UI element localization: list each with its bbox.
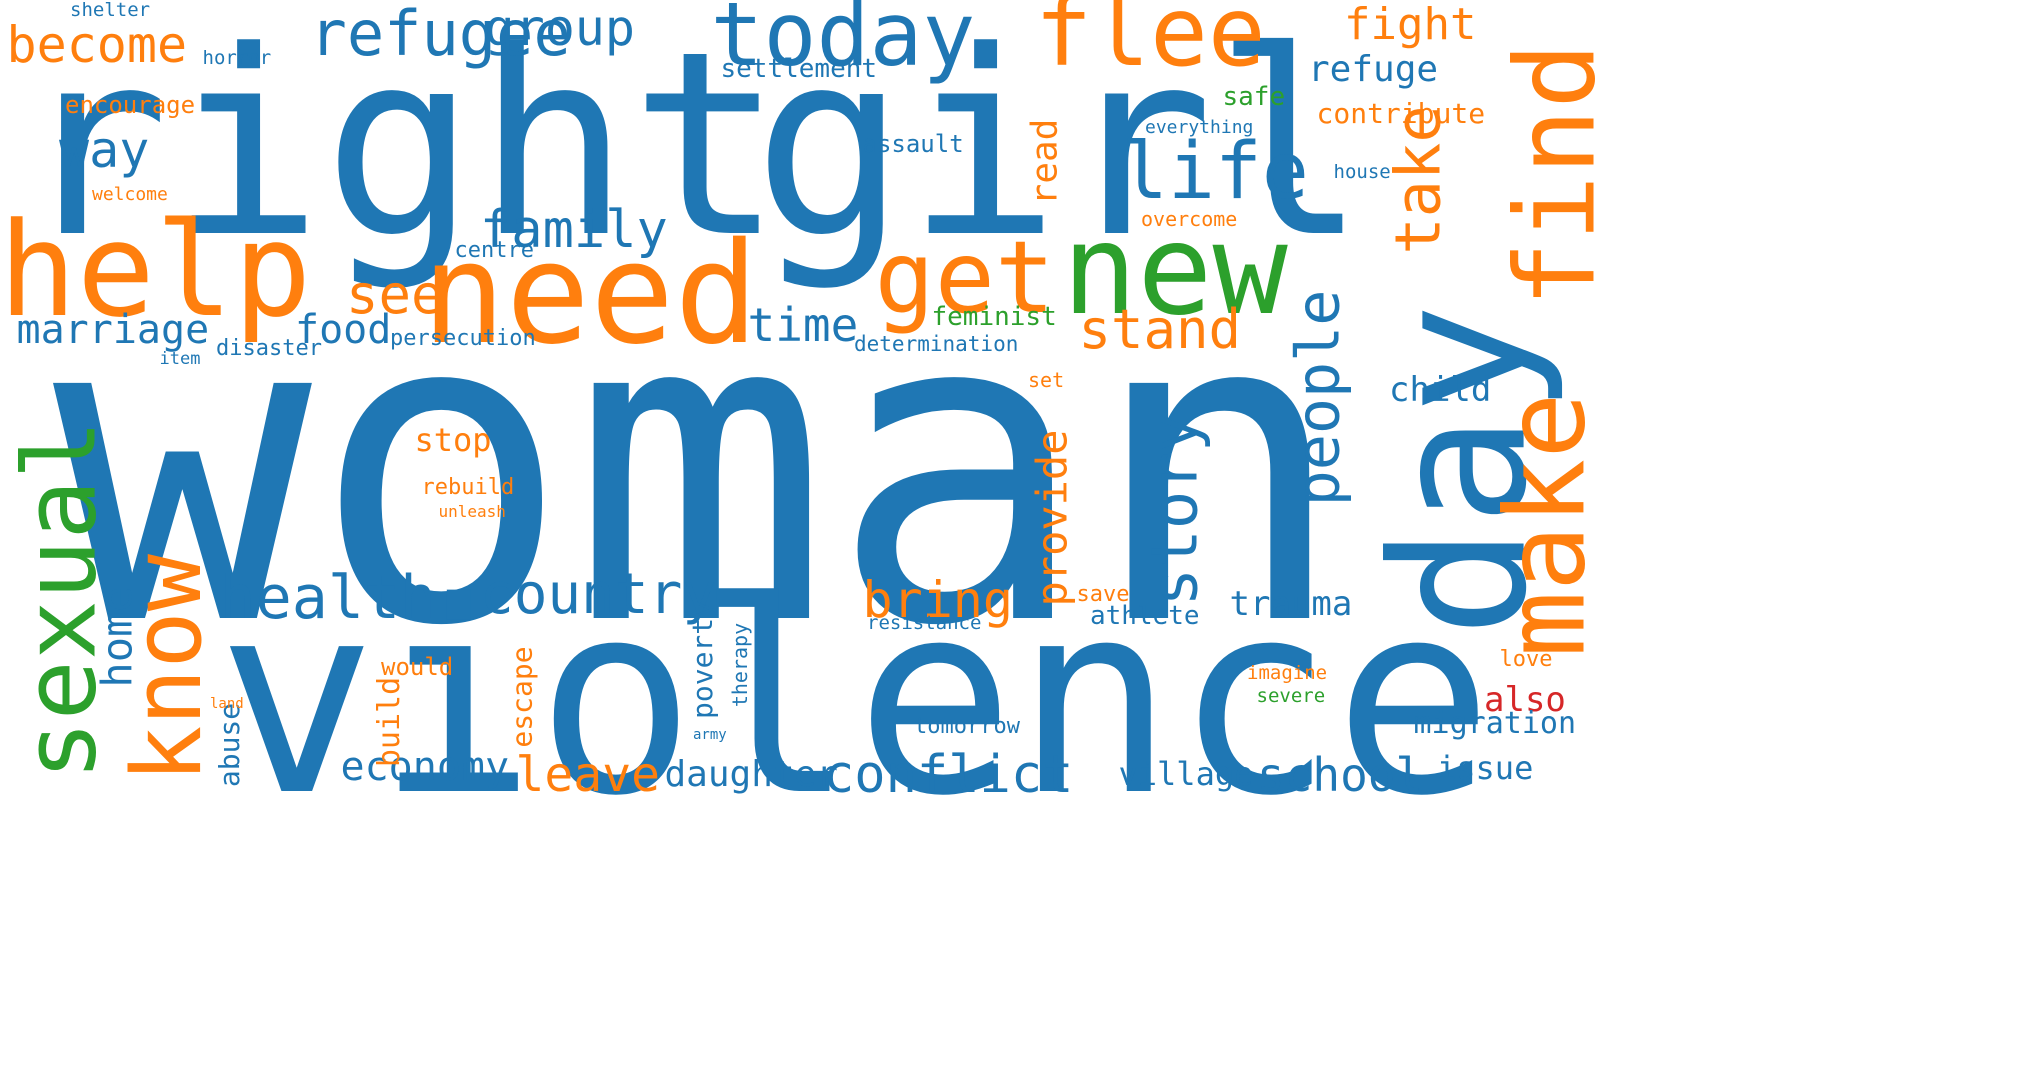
word-migration: migration (1413, 706, 1577, 741)
word-therapy: therapy (728, 622, 753, 708)
word-time: time (747, 298, 859, 352)
word-poverty: poverty (686, 600, 720, 720)
word-violence: violence (217, 545, 1494, 854)
word-marriage: marriage (16, 307, 210, 353)
word-become: become (6, 16, 188, 74)
word-item: item (159, 348, 201, 369)
word-encourage: encourage (65, 91, 196, 119)
word-food: food (295, 307, 392, 353)
word-life: life (1121, 127, 1309, 217)
word-abuse: abuse (213, 702, 247, 788)
word-read: read (1023, 118, 1065, 206)
word-contribute: contribute (1316, 97, 1486, 130)
word-right: right (16, 0, 784, 294)
word-health: health (219, 563, 437, 633)
word-would: would (381, 653, 454, 681)
word-get: get (874, 219, 1056, 336)
word-flee: flee (1034, 0, 1266, 88)
word-woman: woman (53, 220, 1348, 720)
word-stop: stop (414, 421, 492, 459)
word-assault: assault (862, 130, 964, 158)
word-tomorrow: tomorrow (914, 714, 1020, 739)
word-resistance: resistance (867, 611, 982, 634)
word-trauma: trauma (1229, 584, 1353, 624)
word-help: help (0, 194, 312, 346)
word-land: land (210, 696, 244, 712)
word-family: family (480, 200, 668, 260)
word-safe: safe (1222, 82, 1286, 112)
word-determination: determination (854, 331, 1019, 356)
word-provide: provide (1027, 429, 1077, 607)
word-need: need (421, 213, 759, 376)
word-make: make (1480, 392, 1609, 658)
word-also: also (1484, 680, 1566, 720)
word-severe: severe (1256, 684, 1326, 707)
word-disaster: disaster (216, 336, 322, 361)
word-unleash: unleash (438, 502, 506, 521)
word-country: country (480, 562, 717, 627)
word-escape: escape (505, 646, 539, 748)
word-athlete: athlete (1090, 601, 1200, 631)
word-overcome: overcome (1141, 207, 1238, 231)
word-village: village (1118, 755, 1254, 793)
word-people: people (1282, 289, 1353, 507)
word-issue: issue (1437, 749, 1534, 787)
word-welcome: welcome (92, 184, 168, 205)
word-settlement: settlement (720, 54, 878, 84)
word-economy: economy (340, 744, 510, 790)
word-bring: bring (862, 571, 1014, 629)
word-set: set (1028, 368, 1065, 392)
word-school: school (1257, 748, 1424, 802)
word-conflict: conflict (823, 745, 1074, 805)
word-save: save (1076, 582, 1130, 607)
word-refuge: refuge (1308, 49, 1439, 90)
word-child: child (1389, 370, 1492, 410)
word-refugee: refugee (309, 0, 571, 70)
word-daughter: daughter (664, 754, 838, 795)
word-everything: everything (1145, 117, 1254, 138)
word-group: group (484, 0, 636, 57)
word-see: see (346, 263, 444, 326)
word-stand: stand (1078, 298, 1242, 361)
word-way: way (59, 121, 150, 179)
word-persecution: persecution (390, 326, 536, 351)
word-leave: leave (515, 747, 661, 803)
word-fight: fight (1344, 0, 1477, 50)
word-army: army (693, 727, 727, 743)
word-today: today (710, 0, 976, 86)
word-centre: centre (454, 238, 534, 263)
word-new: new (1062, 197, 1288, 343)
word-story: story (1137, 413, 1212, 607)
word-find: find (1490, 42, 1619, 308)
word-imagine: imagine (1247, 661, 1328, 684)
word-home: home (92, 586, 142, 688)
word-love: love (1499, 647, 1553, 672)
word-shelter: shelter (70, 0, 151, 21)
word-feminist: feminist (931, 302, 1057, 332)
word-build: build (372, 676, 408, 768)
word-horror: horror (202, 46, 272, 69)
word-girl: girl (753, 0, 1368, 294)
word-rebuild: rebuild (421, 475, 515, 500)
word-house: house (1333, 160, 1391, 183)
